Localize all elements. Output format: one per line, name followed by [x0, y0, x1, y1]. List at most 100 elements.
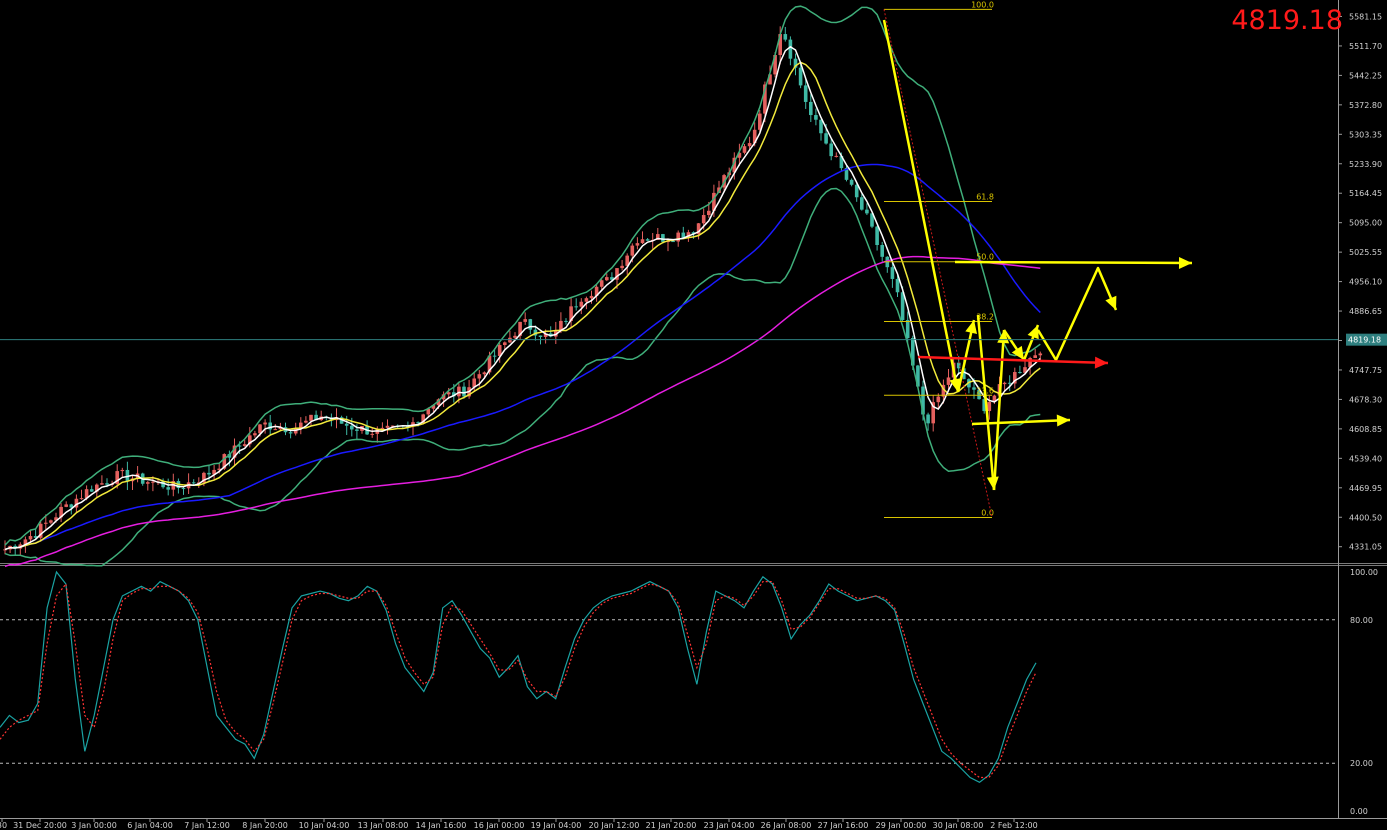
candle-body	[100, 483, 104, 485]
candle-body	[125, 469, 130, 482]
time-tick-label: 7 Jan 12:00	[184, 821, 230, 830]
candle-body	[120, 469, 125, 472]
candle-body	[161, 481, 165, 488]
candle-body	[803, 85, 808, 102]
candle-body	[1028, 358, 1032, 368]
candle-body	[880, 245, 884, 257]
stoch-tick-label: 80.00	[1350, 616, 1373, 625]
candle-body	[1033, 355, 1037, 359]
price-tick-label: 5511.70	[1349, 42, 1382, 51]
candle-body	[666, 241, 670, 243]
candle-body	[849, 179, 854, 185]
candle-body	[875, 226, 879, 246]
price-tick-label: 5581.15	[1349, 12, 1382, 21]
candle-body	[482, 372, 487, 375]
time-tick-label: 13 Jan 08:00	[358, 821, 409, 830]
candle-body	[268, 422, 272, 430]
stochastic-pane[interactable]	[0, 570, 1338, 784]
candle-body	[248, 435, 252, 445]
fib-level-label: 61.8	[976, 192, 994, 201]
candle-body	[824, 133, 828, 144]
candle-body	[278, 427, 283, 430]
candle-body	[890, 267, 895, 279]
candle-body	[936, 396, 941, 403]
candle-body	[232, 445, 237, 458]
candle-body	[69, 504, 74, 508]
candle-body	[752, 129, 757, 144]
candle-body	[686, 232, 691, 238]
price-tick-label: 4747.75	[1349, 366, 1382, 375]
candle-body	[788, 39, 793, 59]
candle-body	[538, 335, 543, 337]
time-tick-label: 30	[0, 821, 7, 830]
candle-body	[33, 536, 38, 538]
fib-level-label: 50.0	[976, 253, 994, 262]
candle-body	[1007, 382, 1012, 384]
candle-body	[44, 522, 48, 524]
candle-body	[921, 386, 925, 415]
candle-body	[380, 427, 385, 430]
price-tick-label: 4539.40	[1349, 454, 1382, 463]
candle-body	[84, 489, 89, 499]
time-axis: 30 31 Dec 20:00 3 Jan 00:00 6 Jan 04:00 7 Ja…	[0, 818, 1387, 830]
candle-body	[309, 414, 313, 421]
candle-body	[778, 34, 782, 56]
candle-body	[809, 101, 813, 116]
time-tick-label: 20 Jan 12:00	[589, 821, 640, 830]
candle-body	[1002, 382, 1007, 385]
candle-body	[1023, 367, 1027, 373]
price-tick-label: 4331.05	[1349, 543, 1382, 552]
candle-body	[355, 429, 359, 431]
candle-body	[89, 489, 94, 492]
candle-body	[258, 424, 262, 434]
candle-body	[426, 408, 431, 415]
candle-body	[763, 84, 767, 114]
candle-body	[712, 192, 716, 211]
candle-body	[574, 306, 578, 308]
candle-body	[533, 329, 538, 336]
candle-body	[253, 433, 257, 436]
candle-body	[416, 422, 420, 424]
candle-body	[956, 362, 961, 369]
candle-body	[492, 355, 497, 357]
candle-body	[273, 429, 278, 431]
candle-body	[911, 338, 915, 366]
annotations-layer: 100.061.850.038.223.60.0	[882, 0, 1193, 518]
candle-body	[222, 454, 227, 469]
candle-body	[656, 234, 660, 240]
candle-body	[691, 232, 696, 235]
candle-body	[870, 213, 874, 227]
moving-average-white	[4, 45, 1041, 551]
support-arrow	[971, 418, 1071, 426]
candle-body	[1013, 372, 1017, 384]
stoch-tick-label: 20.00	[1350, 759, 1373, 768]
candle-body	[299, 422, 303, 429]
candle-body	[599, 280, 604, 287]
up-arrow-2	[992, 329, 1006, 491]
candle-body	[605, 277, 609, 281]
candle-body	[844, 168, 849, 180]
candle-body	[181, 488, 186, 490]
candle-body	[462, 386, 466, 397]
candle-body	[839, 155, 844, 169]
down-arrow-2	[976, 314, 996, 491]
time-tick-label: 2 Feb 12:00	[990, 821, 1037, 830]
candle-body	[962, 368, 966, 380]
candle-body	[385, 425, 390, 428]
fib-level-label: 0.0	[981, 508, 994, 517]
stoch-tick-label: 100.00	[1350, 568, 1378, 577]
candle-body	[191, 482, 196, 484]
support-arrow-head	[1056, 414, 1070, 427]
candle-body	[625, 255, 629, 266]
time-tick-label: 6 Jan 04:00	[127, 821, 173, 830]
candle-body	[742, 146, 747, 153]
price-tick-label: 5025.55	[1349, 248, 1382, 257]
candle-body	[23, 539, 28, 545]
projection-arrow-head	[1105, 295, 1117, 310]
candle-body	[992, 395, 997, 403]
candle-body	[79, 498, 84, 500]
fib-trend-line	[883, 9, 993, 518]
time-tick-label: 21 Jan 20:00	[646, 821, 697, 830]
candle-body	[620, 265, 624, 269]
